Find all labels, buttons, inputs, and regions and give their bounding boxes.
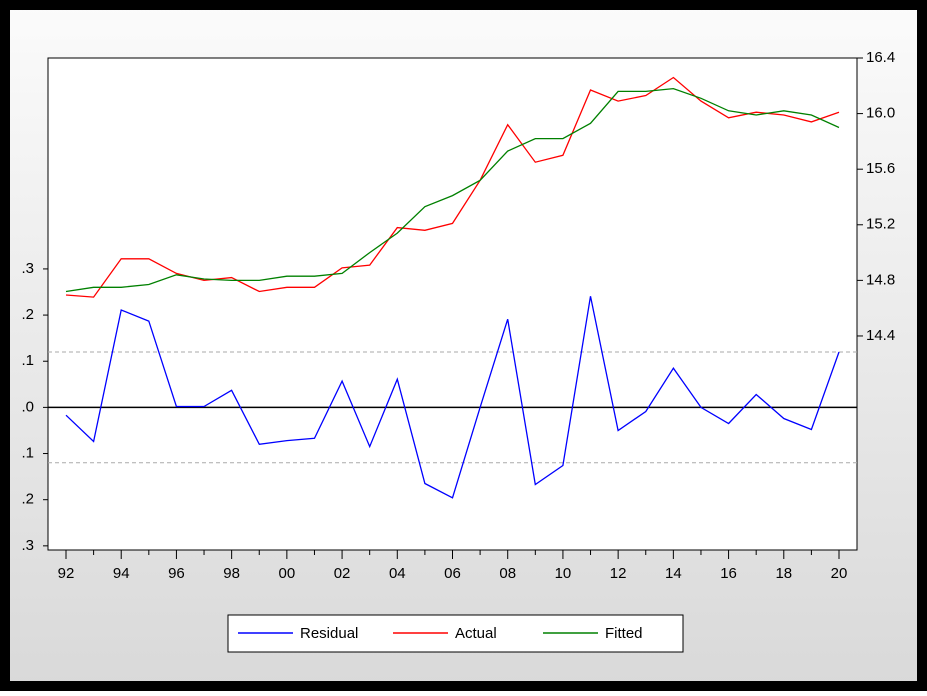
y-tick-label: .1 <box>21 445 34 462</box>
y-tick-label: .2 <box>21 491 34 508</box>
y-tick-label: .0 <box>21 398 34 415</box>
y-tick-label: .2 <box>21 306 34 323</box>
x-tick-label: 96 <box>168 565 185 582</box>
legend-box <box>227 614 684 653</box>
x-tick-label: 92 <box>58 565 75 582</box>
y2-tick-label: 15.6 <box>866 160 895 177</box>
legend-label: Residual <box>300 625 358 642</box>
x-tick-label: 08 <box>499 565 516 582</box>
x-tick-label: 10 <box>555 565 572 582</box>
legend-label: Actual <box>455 625 497 642</box>
y2-tick-label: 16.4 <box>866 49 895 66</box>
x-tick-label: 20 <box>831 565 848 582</box>
y-tick-label: .3 <box>21 537 34 554</box>
legend-label: Fitted <box>605 625 643 642</box>
x-tick-label: 16 <box>720 565 737 582</box>
x-tick-label: 04 <box>389 565 406 582</box>
x-tick-label: 18 <box>775 565 792 582</box>
x-tick-label: 12 <box>610 565 627 582</box>
x-tick-label: 02 <box>334 565 351 582</box>
y2-tick-label: 15.2 <box>866 216 895 233</box>
y2-tick-label: 14.8 <box>866 271 895 288</box>
series-line <box>65 296 840 499</box>
x-tick-label: 00 <box>279 565 296 582</box>
y-tick-label: .3 <box>21 260 34 277</box>
x-tick-label: 94 <box>113 565 130 582</box>
y2-tick-label: 16.0 <box>866 105 895 122</box>
y-tick-label: .1 <box>21 352 34 369</box>
x-tick-label: 14 <box>665 565 682 582</box>
x-tick-label: 06 <box>444 565 461 582</box>
plot-area <box>47 57 858 551</box>
y2-tick-label: 14.4 <box>866 327 895 344</box>
x-tick-label: 98 <box>223 565 240 582</box>
series-line <box>65 87 840 293</box>
